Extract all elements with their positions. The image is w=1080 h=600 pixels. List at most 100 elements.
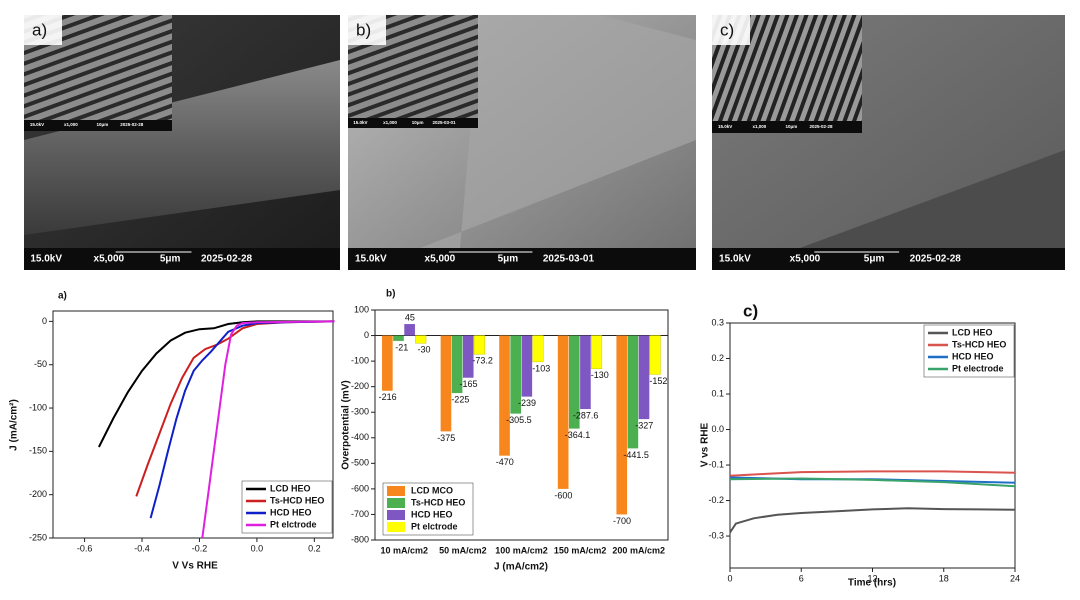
- x-tick-label: 24: [1010, 573, 1020, 583]
- x-tick-label: 200 mA/cm2: [612, 545, 665, 555]
- bar: [521, 335, 533, 397]
- scale-bar-text: 5μm: [160, 254, 181, 265]
- data-label: -239: [518, 398, 536, 408]
- y-axis-title: Overpotential (mV): [341, 380, 352, 469]
- bar: [404, 324, 415, 336]
- data-label: -165: [459, 379, 477, 389]
- y-tick-label: -100: [351, 355, 369, 365]
- scale-bar-text: 5μm: [498, 254, 519, 265]
- y-tick-label: 0: [364, 330, 369, 340]
- y-tick-label: -100: [29, 402, 47, 412]
- data-label: -30: [417, 345, 430, 355]
- bar: [627, 335, 639, 449]
- bar: [557, 335, 569, 489]
- data-label: -600: [554, 490, 572, 500]
- x-tick-label: 18: [939, 573, 949, 583]
- y-tick-label: -0.1: [708, 459, 724, 469]
- legend-label: HCD HEO: [270, 507, 312, 517]
- sem-image-b: [348, 15, 696, 270]
- series-line: [201, 320, 335, 539]
- data-label: -130: [591, 370, 609, 380]
- inset-bar-text: 10μm: [786, 124, 798, 129]
- y-tick-label: 0.3: [711, 317, 724, 327]
- bar: [532, 335, 544, 363]
- data-label: -441.5: [623, 450, 649, 460]
- plot-frame: [374, 309, 669, 541]
- y-axis-title: J (mA/cm²): [9, 399, 20, 451]
- data-label: -305.5: [506, 415, 532, 425]
- data-label: -152: [649, 376, 667, 386]
- y-tick-label: 0.0: [711, 424, 724, 434]
- x-tick-label: 0.2: [308, 543, 321, 553]
- scale-bar-text: 5μm: [864, 254, 885, 265]
- y-tick-label: 0: [42, 316, 47, 326]
- inset-bar-text: x1,000: [753, 124, 767, 129]
- x-axis-title: J (mA/cm2): [494, 562, 548, 573]
- x-tick-label: -0.2: [192, 543, 208, 553]
- legend-label: HCD HEO: [411, 509, 453, 519]
- series-line: [729, 470, 1016, 477]
- legend-label: Pt electrode: [952, 363, 1004, 373]
- data-label: -21: [395, 342, 408, 352]
- legend-swatch: [387, 498, 405, 508]
- x-tick-label: -0.6: [77, 543, 93, 553]
- x-tick-label: 0.0: [251, 543, 264, 553]
- scale-bar-text: 15.0kV: [30, 254, 62, 265]
- x-tick-label: 12: [867, 573, 877, 583]
- bar: [473, 335, 485, 355]
- panel-label: b): [356, 20, 371, 39]
- y-tick-label: 0.1: [711, 388, 724, 398]
- data-label: -225: [451, 394, 469, 404]
- inset-bar-text: 2025-02-28: [810, 124, 834, 129]
- bar: [580, 335, 591, 410]
- inset-bar-text: x1,000: [383, 120, 397, 125]
- x-tick-label: 100 mA/cm2: [495, 545, 548, 555]
- scale-bar-text: x5,000: [94, 254, 125, 265]
- scale-bar-text: 15.0kV: [355, 254, 387, 265]
- scale-bar-text: x5,000: [790, 254, 821, 265]
- y-tick-label: 0.2: [711, 353, 724, 363]
- chart-title: b): [386, 289, 395, 300]
- inset-bar-text: 15.0kV: [718, 124, 732, 129]
- panel-label: a): [32, 20, 47, 39]
- scale-bar-text: x5,000: [425, 254, 456, 265]
- plot-frame: [52, 310, 334, 539]
- y-tick-label: -0.2: [708, 495, 724, 505]
- bar: [451, 335, 463, 394]
- y-tick-label: -700: [351, 509, 369, 519]
- legend-label: Pt elctrode: [411, 521, 458, 531]
- y-tick-label: -250: [29, 532, 47, 542]
- x-tick-label: 0: [727, 573, 732, 583]
- y-tick-label: -800: [351, 534, 369, 544]
- legend-swatch: [387, 510, 405, 520]
- legend-label: Ts-HCD HEO: [411, 497, 465, 507]
- x-tick-label: 6: [799, 573, 804, 583]
- y-tick-label: -500: [351, 458, 369, 468]
- legend-label: Pt elctrode: [270, 519, 317, 529]
- bar: [510, 335, 521, 414]
- bar: [590, 335, 603, 370]
- bar: [649, 335, 661, 375]
- inset-bar-text: 15.0kV: [30, 122, 44, 127]
- data-label: -216: [379, 392, 397, 402]
- legend-label: HCD HEO: [952, 351, 994, 361]
- scale-bar-text: 2025-03-01: [543, 254, 595, 265]
- legend-swatch: [387, 486, 405, 496]
- series-line: [729, 477, 1016, 488]
- inset-bar-text: x1,000: [64, 122, 78, 127]
- sem-image-a: [24, 15, 340, 270]
- y-tick-label: -400: [351, 432, 369, 442]
- y-tick-label: -600: [351, 483, 369, 493]
- sem-image-c: [712, 15, 1065, 270]
- data-label: -327: [635, 420, 653, 430]
- legend-label: LCD HEO: [952, 327, 993, 337]
- data-label: -287.6: [573, 410, 599, 420]
- inset-bar-text: 10μm: [412, 120, 424, 125]
- inset-bar-text: 15.0kV: [353, 120, 367, 125]
- inset-bar-text: 2025-03-01: [433, 120, 457, 125]
- series-line: [135, 320, 335, 497]
- bar: [638, 335, 650, 420]
- inset-bar-text: 10μm: [97, 122, 109, 127]
- y-axis-title: V vs RHE: [700, 422, 711, 467]
- scale-bar-text: 15.0kV: [719, 254, 751, 265]
